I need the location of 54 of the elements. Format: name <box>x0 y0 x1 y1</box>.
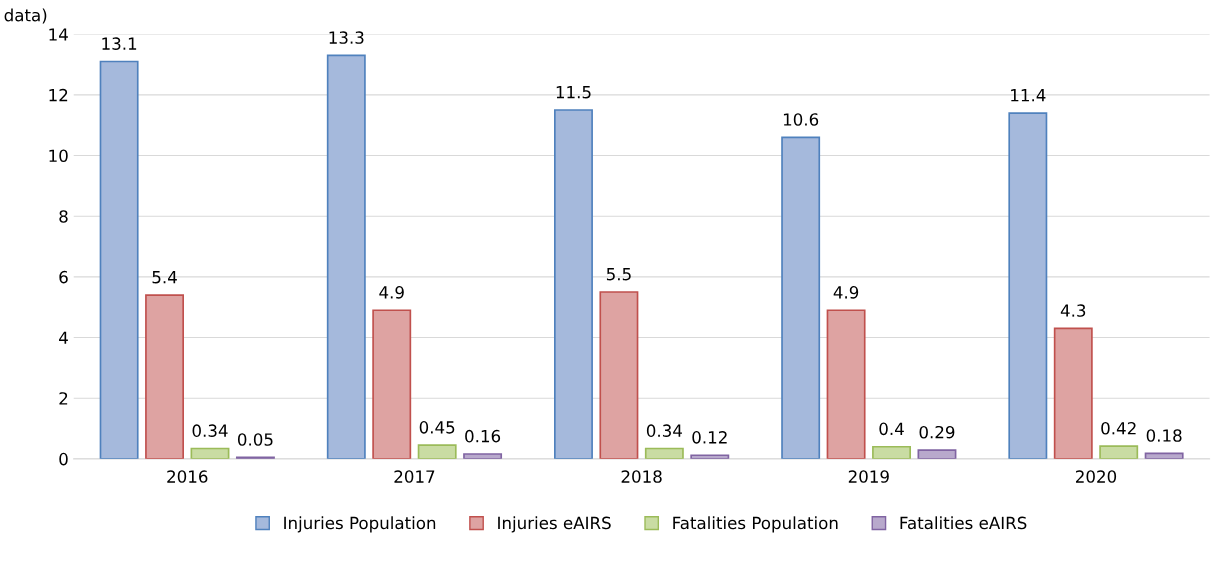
x-tick-label: 2018 <box>621 470 662 483</box>
legend-label: Injuries eAIRS <box>498 516 611 533</box>
data-label: 13.1 <box>102 37 137 50</box>
bar <box>417 444 457 459</box>
y-tick-label: 0 <box>59 452 68 466</box>
data-label: 0.18 <box>1146 429 1182 442</box>
data-label: 0.42 <box>1101 421 1136 435</box>
data-label: 11.4 <box>1011 89 1046 102</box>
data-label: 13.3 <box>329 31 364 44</box>
bar <box>1099 445 1139 459</box>
bar <box>781 136 821 459</box>
data-label: 4.9 <box>833 286 859 299</box>
y-tick-label: 12 <box>49 88 68 102</box>
data-label: 5.5 <box>606 268 631 281</box>
data-label: 0.12 <box>692 431 727 444</box>
y-tick-label: 2 <box>59 392 68 405</box>
x-tick-label: 2017 <box>394 470 435 483</box>
legend-label: Fatalities Population <box>673 516 838 533</box>
bar <box>1053 327 1093 459</box>
bar <box>599 291 639 459</box>
y-tick-label: 4 <box>59 331 68 344</box>
legend-label: Injuries Population <box>284 516 436 533</box>
data-label: 4.9 <box>379 286 404 299</box>
bar <box>372 309 412 459</box>
bar <box>145 294 185 459</box>
bar <box>917 449 957 459</box>
y-tick-label: 6 <box>59 270 68 284</box>
data-label: 0.16 <box>465 429 501 443</box>
data-label: 4.3 <box>1060 304 1086 317</box>
x-tick-label: 2020 <box>1076 470 1117 483</box>
bar <box>872 445 911 459</box>
data-label: 11.5 <box>556 86 591 99</box>
data-label: 0.45 <box>419 421 455 434</box>
data-label: 0.05 <box>237 433 273 446</box>
text: data) <box>4 8 47 24</box>
legend-label: Fatalities eAIRS <box>900 516 1027 530</box>
bar <box>99 60 139 459</box>
data-label: 5.4 <box>152 271 177 284</box>
y-tick-label: 14 <box>49 28 68 41</box>
data-label: 10.6 <box>783 113 819 126</box>
bar <box>690 454 730 459</box>
x-tick-label: 2019 <box>848 470 889 483</box>
y-tick-label: 10 <box>49 149 68 163</box>
bar <box>644 447 684 459</box>
data-label: 0.4 <box>879 422 904 436</box>
data-label: 0.34 <box>646 424 682 437</box>
x-tick-label: 2016 <box>167 470 208 483</box>
y-tick-label: 8 <box>59 210 68 223</box>
bar <box>554 109 593 459</box>
data-label: 0.29 <box>919 425 955 439</box>
bar <box>826 309 866 459</box>
bar <box>1008 112 1048 459</box>
data-label: 0.34 <box>192 424 228 437</box>
bar <box>326 54 366 459</box>
